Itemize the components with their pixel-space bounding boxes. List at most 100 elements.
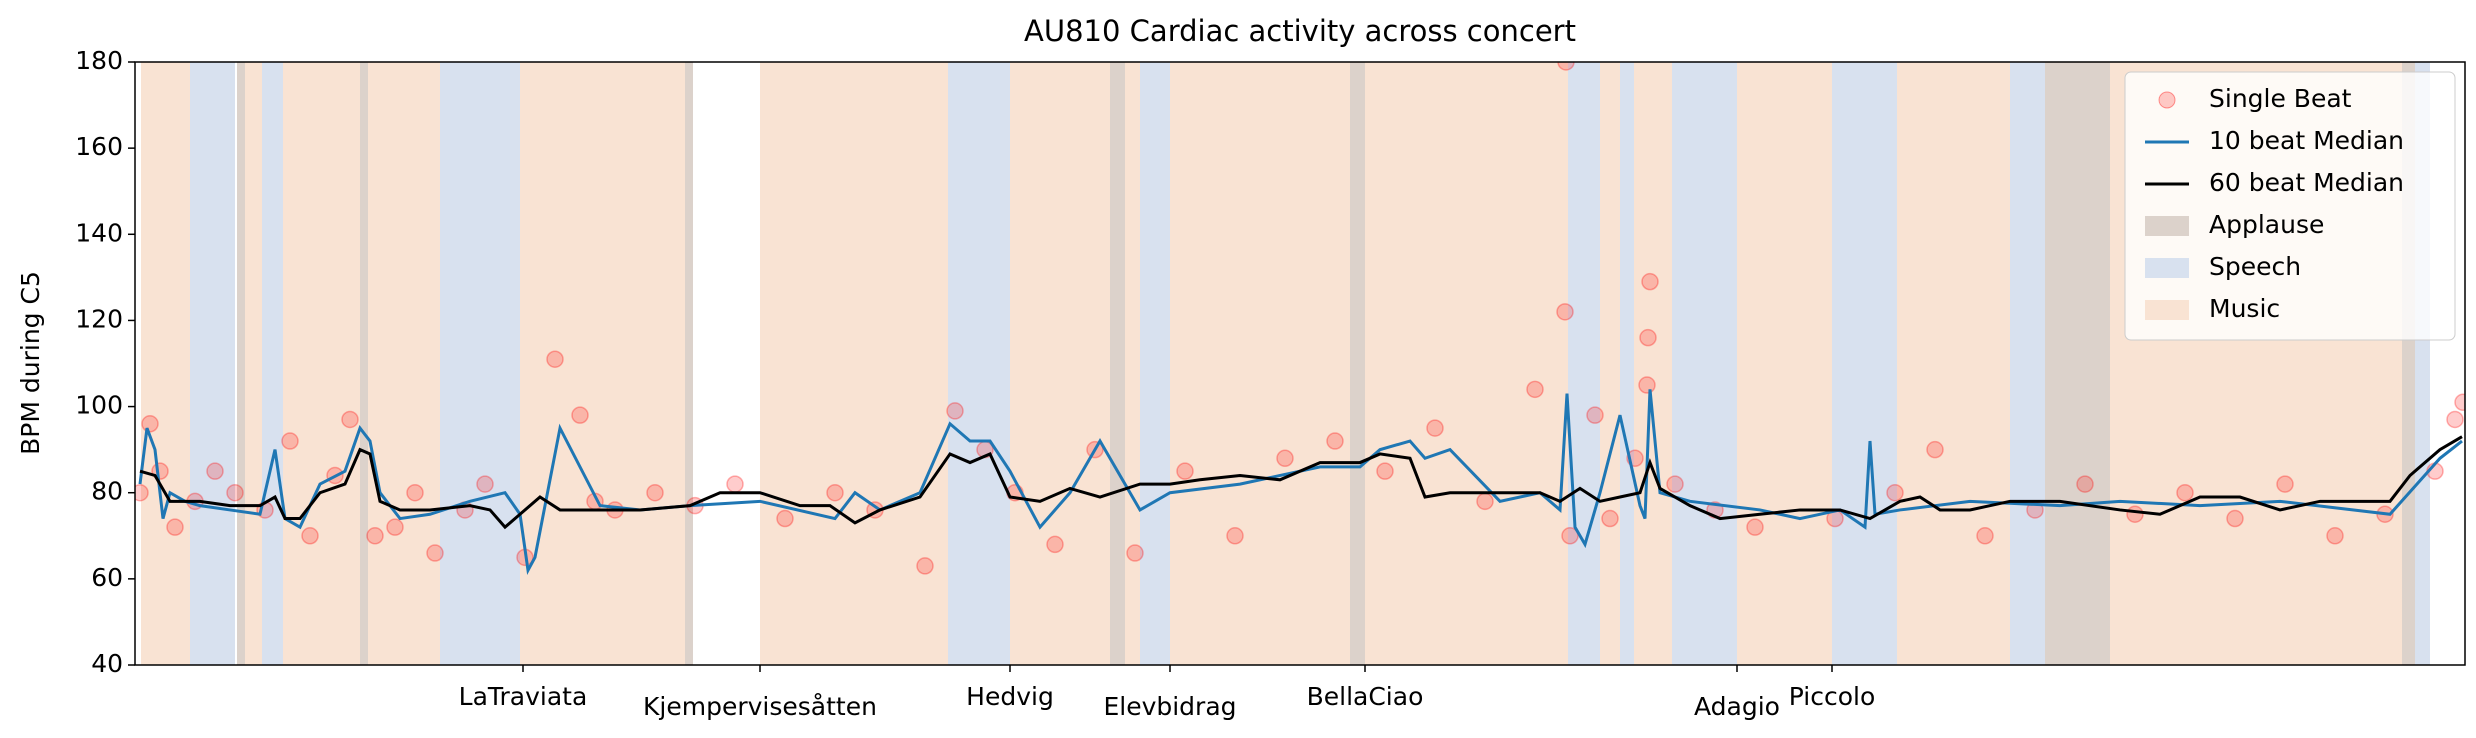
legend-label: Music <box>2209 294 2280 323</box>
beat-point <box>1046 535 1064 554</box>
span <box>1365 62 1568 665</box>
legend-label: 10 beat Median <box>2209 126 2404 155</box>
beat-point <box>1666 475 1684 493</box>
beat-point <box>1556 303 1574 321</box>
span <box>262 62 283 665</box>
y-tick-label: 100 <box>75 391 123 420</box>
beat-point <box>1561 527 1579 545</box>
y-tick-label: 120 <box>75 304 123 333</box>
beat-point <box>135 483 149 502</box>
span <box>1010 62 1110 665</box>
beat-point <box>1526 380 1544 399</box>
beat-point <box>826 483 844 502</box>
beat-point <box>2454 393 2465 412</box>
median-line <box>139 435 2463 530</box>
beat-point <box>2076 475 2094 493</box>
beat-point <box>2126 505 2144 523</box>
legend-marker <box>2145 216 2189 236</box>
beat-point <box>1176 462 1194 480</box>
beat-point <box>406 483 424 502</box>
beat-point <box>571 406 589 424</box>
beat-point <box>1586 406 1604 424</box>
y-tick-label: 180 <box>75 46 123 75</box>
beat-point <box>426 544 444 562</box>
x-tick-label: Piccolo <box>1789 682 1876 711</box>
span <box>360 62 368 665</box>
legend-label: 60 beat Median <box>2209 168 2404 197</box>
legend-label: Single Beat <box>2209 84 2352 113</box>
beat-point <box>166 518 184 536</box>
legend-label: Applause <box>2209 210 2324 239</box>
span <box>1897 62 2010 665</box>
beat-point <box>1638 376 1656 394</box>
span <box>245 62 262 665</box>
beat-point <box>1886 483 1904 502</box>
span <box>948 62 1010 665</box>
beat-point <box>1557 62 1575 71</box>
beat-point <box>2446 410 2464 429</box>
span <box>1125 62 1140 665</box>
beat-point <box>1926 440 1944 459</box>
x-tick-label: LaTraviata <box>459 682 588 711</box>
span <box>440 62 520 665</box>
span <box>1110 62 1125 665</box>
plot-area <box>135 62 2465 665</box>
span <box>368 62 440 665</box>
span <box>1620 62 1634 665</box>
beat-point <box>1746 518 1764 536</box>
beat-point <box>2326 527 2344 545</box>
x-tick-label: Hedvig <box>966 682 1054 711</box>
span <box>1140 62 1170 665</box>
span <box>1672 62 1737 665</box>
beat-point <box>916 557 934 575</box>
legend-marker <box>2158 91 2176 109</box>
chart-title: AU810 Cardiac activity across concert <box>1024 14 1576 48</box>
y-axis-label: BPM during C5 <box>16 271 45 455</box>
beat-point <box>1639 328 1657 347</box>
plot-frame <box>134 61 2466 666</box>
beat-point <box>726 475 744 493</box>
beat-point <box>386 518 404 536</box>
beat-point <box>366 527 384 545</box>
legend-box <box>2124 71 2456 341</box>
beat-point <box>1276 449 1294 468</box>
beat-point <box>2276 475 2294 493</box>
beat-point <box>776 509 794 528</box>
beat-point <box>301 527 319 545</box>
beat-point <box>476 475 494 493</box>
beat-point <box>1641 272 1659 291</box>
beat-point <box>226 483 244 502</box>
beat-point <box>546 350 564 368</box>
beat-point <box>206 462 224 480</box>
span <box>685 62 693 665</box>
x-tick-label: BellaCiao <box>1307 682 1424 711</box>
span <box>190 62 235 665</box>
beat-point <box>646 483 664 502</box>
beat-point <box>1376 462 1394 480</box>
span <box>2045 62 2110 665</box>
legend-marker <box>2145 300 2189 320</box>
y-tick-label: 140 <box>75 218 123 247</box>
span <box>1350 62 1365 665</box>
beat-point <box>1126 544 1144 562</box>
span <box>1832 62 1897 665</box>
x-tick-label: Adagio <box>1694 692 1780 721</box>
beat-point <box>1601 509 1619 528</box>
beat-point <box>341 410 359 429</box>
beat-point <box>281 432 299 450</box>
y-tick-label: 40 <box>91 649 123 678</box>
span <box>141 62 190 665</box>
beat-point <box>1226 527 1244 545</box>
beat-point <box>1976 527 1994 545</box>
span <box>1737 62 1832 665</box>
beat-point <box>1476 492 1494 511</box>
span <box>1600 62 1620 665</box>
span <box>283 62 360 665</box>
beat-point <box>1326 432 1344 450</box>
span <box>2010 62 2045 665</box>
beat-point <box>141 415 159 433</box>
span <box>1568 62 1600 665</box>
y-tick-label: 80 <box>91 477 123 506</box>
y-tick-label: 60 <box>91 563 123 592</box>
